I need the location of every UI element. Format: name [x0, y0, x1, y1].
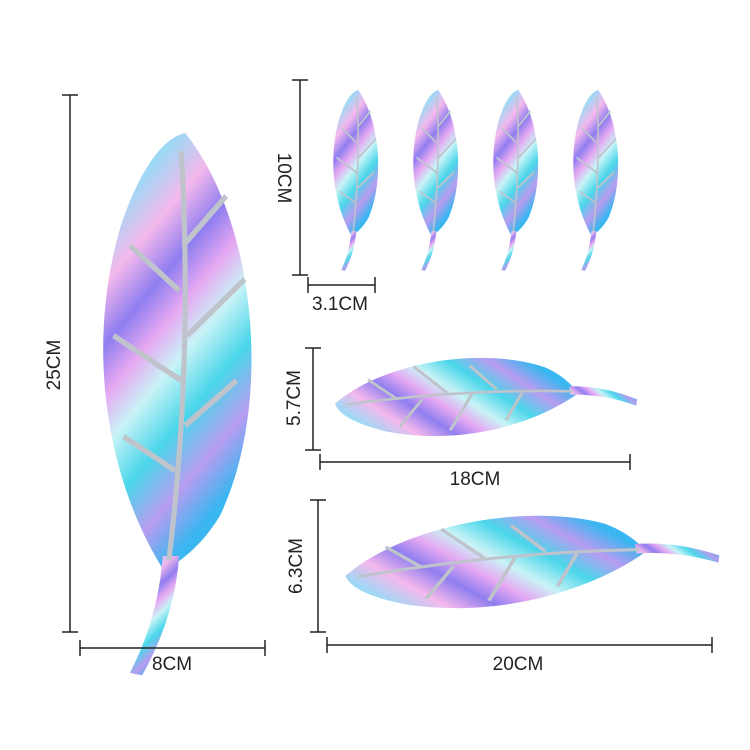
- width-label: 8CM: [152, 654, 192, 675]
- dimension-lines: [62, 79, 713, 656]
- width-label: 18CM: [450, 469, 501, 490]
- height-label: 25CM: [44, 340, 65, 391]
- feather-long: [338, 489, 724, 626]
- width-label: 20CM: [493, 654, 544, 675]
- height-label: 6.3CM: [286, 538, 307, 594]
- height-label: 5.7CM: [284, 370, 305, 426]
- feather-medium: [330, 342, 641, 448]
- width-label: 3.1CM: [312, 294, 368, 315]
- height-label: 10CM: [273, 153, 294, 204]
- feather-small: [332, 89, 620, 272]
- feather-large: [103, 133, 251, 675]
